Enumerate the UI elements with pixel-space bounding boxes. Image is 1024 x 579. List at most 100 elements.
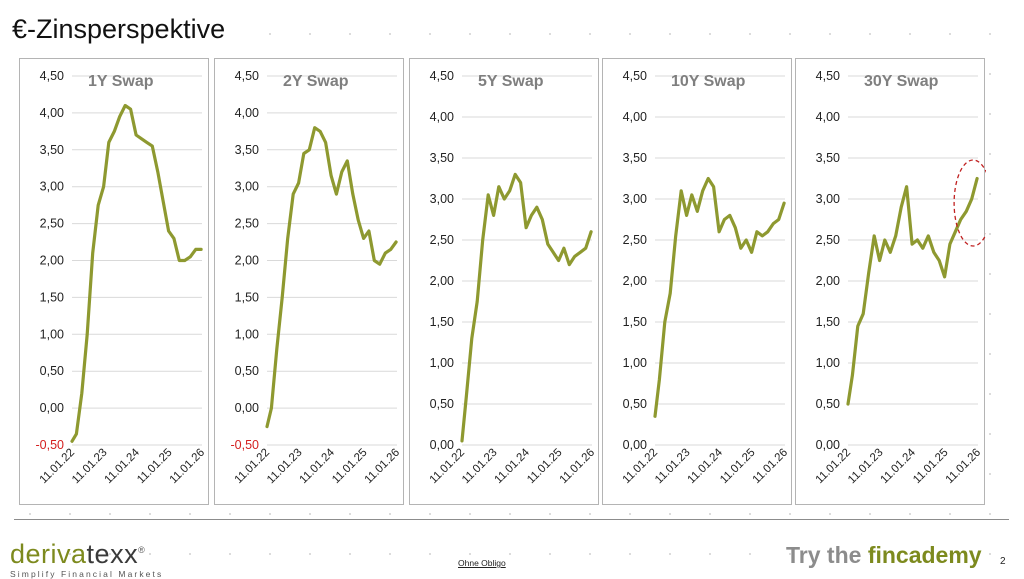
y-tick-label: 3,00 — [816, 192, 840, 206]
x-tick-label: 11.01.22 — [814, 447, 854, 487]
y-tick-label: 1,00 — [623, 356, 647, 370]
series-line — [70, 103, 203, 443]
cta-prefix: Try the — [786, 542, 868, 568]
cta-brand: fincademy — [867, 542, 982, 568]
y-tick-label: 4,50 — [430, 69, 454, 83]
y-tick-label: 4,00 — [430, 110, 454, 124]
y-tick-label: 3,50 — [40, 143, 64, 157]
x-tick-label: 11.01.25 — [330, 447, 370, 487]
y-tick-label: 1,00 — [235, 327, 259, 341]
y-tick-label: 3,00 — [235, 180, 259, 194]
y-tick-label: 1,00 — [430, 356, 454, 370]
x-tick-label: 11.01.25 — [718, 447, 758, 487]
chart-svg: -0,50 0,00 0,50 1,00 1,50 2,00 2,50 3,00 3,50 4,0… — [36, 69, 208, 487]
y-tick-label: 2,50 — [816, 233, 840, 247]
chart-panel-2y-swap: -0,50 0,00 0,50 1,00 1,50 2,00 2,50 3,00 3,50 4,0… — [214, 58, 404, 505]
series-line — [846, 176, 979, 406]
x-tick-label: 11.01.23 — [70, 447, 110, 487]
y-tick-label: 2,50 — [430, 233, 454, 247]
logo-tagline: Simplify Financial Markets — [10, 569, 164, 579]
derivatexx-logo[interactable]: derivatexx® Simplify Financial Markets — [10, 537, 163, 579]
y-tick-label: 0,50 — [235, 364, 259, 378]
chart-panel-10y-swap: 0,00 0,50 1,00 1,50 2,00 2,50 3,00 3,50 4,00 4,50… — [602, 58, 792, 505]
y-tick-label: 0,00 — [40, 401, 64, 415]
logo-registered-mark: ® — [138, 545, 146, 555]
y-tick-label: 0,50 — [430, 397, 454, 411]
x-tick-label: 11.01.22 — [38, 447, 78, 487]
y-tick-label: 0,50 — [40, 364, 64, 378]
x-tick-label: 11.01.22 — [621, 447, 661, 487]
y-tick-label: 4,50 — [40, 69, 64, 83]
chart-title: 30Y Swap — [864, 73, 939, 90]
chart-svg: 0,00 0,50 1,00 1,50 2,00 2,50 3,00 3,50 4,00 4,50… — [428, 69, 598, 487]
x-tick-label: 11.01.25 — [135, 447, 175, 487]
y-tick-label: 0,00 — [623, 438, 647, 452]
chart-panel-1y-swap: -0,50 0,00 0,50 1,00 1,50 2,00 2,50 3,00 3,50 4,0… — [19, 58, 209, 505]
y-tick-label: 2,50 — [40, 217, 64, 231]
x-tick-label: 11.01.23 — [653, 447, 693, 487]
page-title: €-Zinsperspektive — [12, 14, 232, 45]
footer-call-to-action[interactable]: Try the fincademy — [786, 542, 982, 569]
logo-wordmark: derivatexx® — [10, 537, 163, 568]
y-tick-label: 3,00 — [430, 192, 454, 206]
page-number: 2 — [1000, 556, 1006, 567]
series-line — [460, 172, 593, 443]
y-tick-label: 1,50 — [430, 315, 454, 329]
y-tick-label: 4,00 — [816, 110, 840, 124]
y-tick-label: -0,50 — [36, 438, 65, 452]
logo-word-b: texx — [86, 539, 139, 569]
x-tick-label: 11.01.26 — [751, 447, 791, 487]
x-tick-label: 11.01.26 — [168, 447, 208, 487]
y-tick-label: 0,00 — [235, 401, 259, 415]
y-tick-label: 4,50 — [816, 69, 840, 83]
chart-svg: 0,00 0,50 1,00 1,50 2,00 2,50 3,00 3,50 4,00 4,50… — [621, 69, 791, 487]
y-tick-label: 0,50 — [623, 397, 647, 411]
x-tick-label: 11.01.26 — [558, 447, 598, 487]
footer-divider — [14, 519, 1009, 520]
x-tick-label: 11.01.23 — [460, 447, 500, 487]
chart-title: 5Y Swap — [478, 73, 544, 90]
chart-svg: -0,50 0,00 0,50 1,00 1,50 2,00 2,50 3,00 3,50 4,0… — [231, 69, 403, 487]
y-tick-label: 1,00 — [816, 356, 840, 370]
x-tick-label: 11.01.26 — [363, 447, 403, 487]
x-tick-label: 11.01.25 — [911, 447, 951, 487]
y-tick-label: 2,50 — [235, 217, 259, 231]
y-tick-label: 3,00 — [40, 180, 64, 194]
y-tick-label: 1,50 — [816, 315, 840, 329]
y-tick-label: 3,50 — [623, 151, 647, 165]
y-tick-label: 2,00 — [623, 274, 647, 288]
x-tick-label: 11.01.26 — [944, 447, 984, 487]
x-tick-label: 11.01.22 — [428, 447, 468, 487]
series-line — [265, 126, 398, 429]
chart-title: 2Y Swap — [283, 73, 349, 90]
chart-svg: 0,00 0,50 1,00 1,50 2,00 2,50 3,00 3,50 4,00 4,50… — [814, 69, 986, 487]
logo-word-a: deriva — [10, 539, 87, 569]
series-line — [653, 176, 786, 418]
y-tick-label: 4,50 — [623, 69, 647, 83]
x-tick-label: 11.01.25 — [525, 447, 565, 487]
y-tick-label: 2,00 — [816, 274, 840, 288]
y-tick-label: 0,50 — [816, 397, 840, 411]
chart-title: 10Y Swap — [671, 73, 746, 90]
y-tick-label: 3,50 — [235, 143, 259, 157]
y-tick-label: 0,00 — [430, 438, 454, 452]
y-tick-label: 4,50 — [235, 69, 259, 83]
y-tick-label: 3,50 — [816, 151, 840, 165]
footer-disclaimer: Ohne Obligo — [458, 558, 506, 568]
y-tick-label: 4,00 — [40, 106, 64, 120]
chart-panel-5y-swap: 0,00 0,50 1,00 1,50 2,00 2,50 3,00 3,50 4,00 4,50… — [409, 58, 599, 505]
y-tick-label: 2,00 — [430, 274, 454, 288]
y-tick-label: 2,00 — [40, 254, 64, 268]
y-tick-label: -0,50 — [231, 438, 260, 452]
y-tick-label: 2,00 — [235, 254, 259, 268]
annotation-ellipse — [953, 159, 986, 247]
x-tick-label: 11.01.22 — [233, 447, 273, 487]
y-tick-label: 4,00 — [623, 110, 647, 124]
y-tick-label: 1,50 — [40, 290, 64, 304]
y-tick-label: 3,00 — [623, 192, 647, 206]
y-tick-label: 0,00 — [816, 438, 840, 452]
y-tick-label: 1,50 — [623, 315, 647, 329]
x-tick-label: 11.01.23 — [846, 447, 886, 487]
chart-title: 1Y Swap — [88, 73, 154, 90]
x-tick-label: 11.01.23 — [265, 447, 305, 487]
